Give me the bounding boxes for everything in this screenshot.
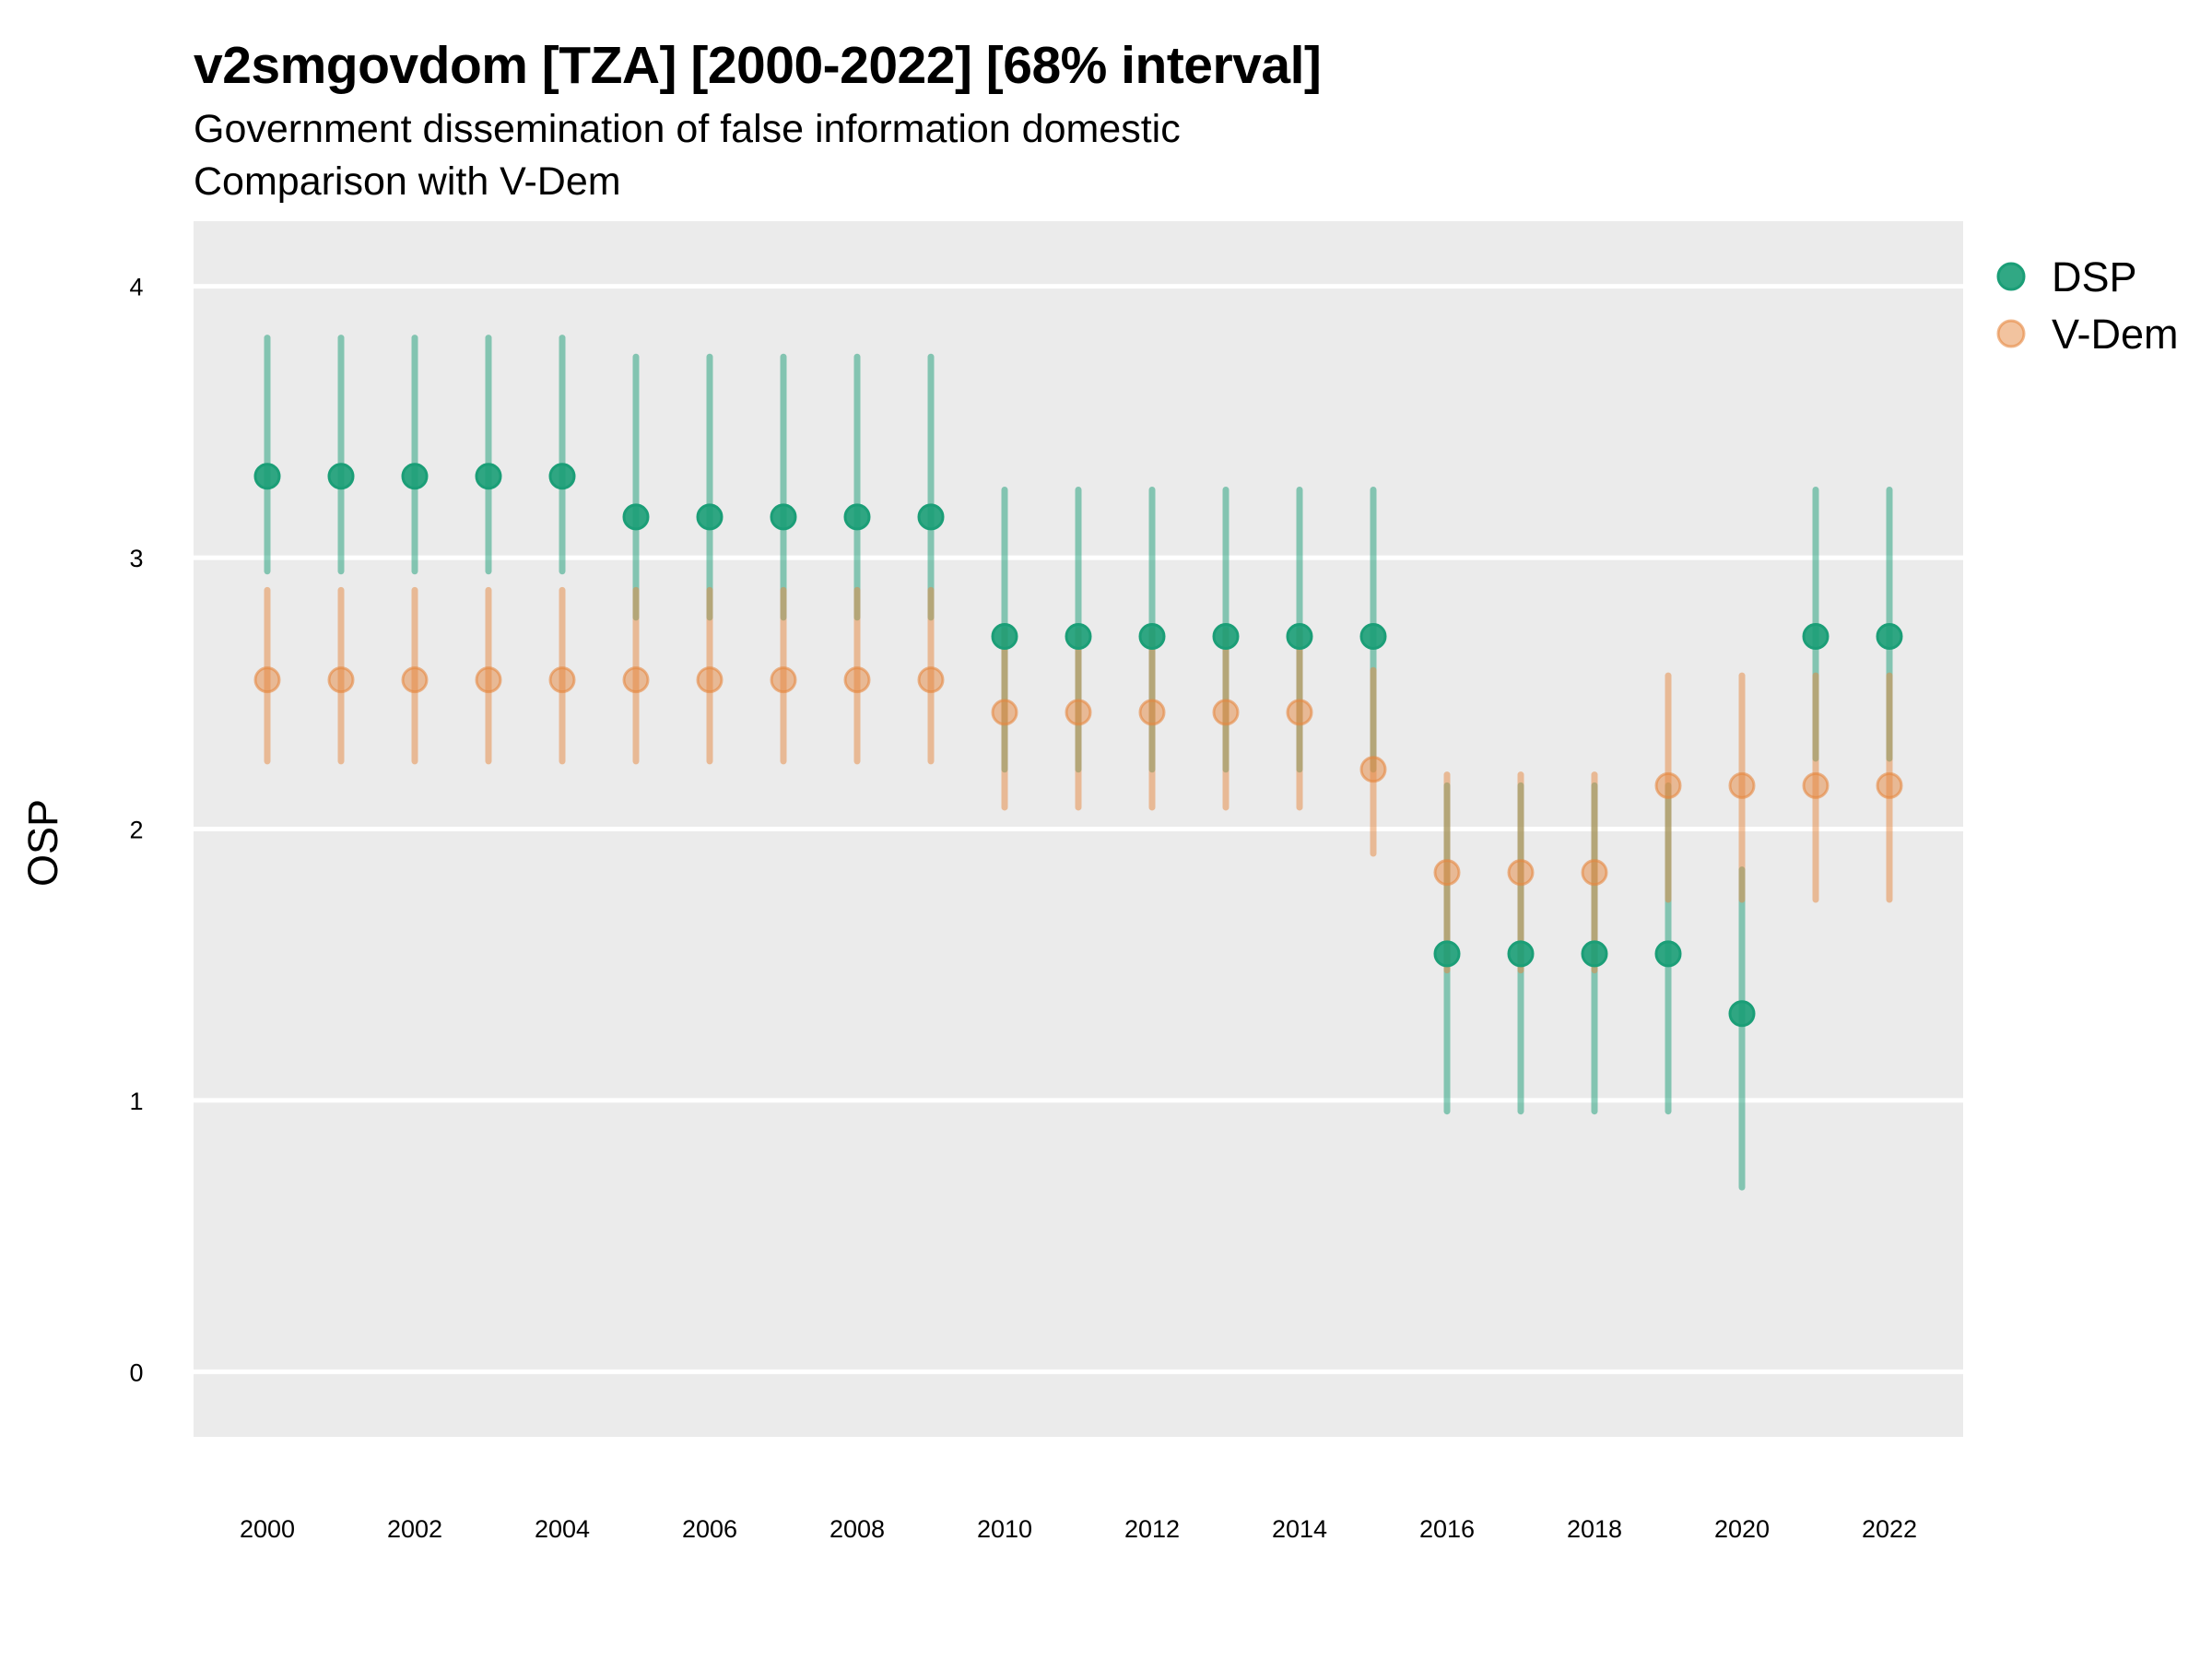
vdem-point-2019	[1654, 771, 1682, 799]
x-tick-label: 2002	[387, 1515, 442, 1543]
dsp-point-2011	[1065, 622, 1092, 650]
vdem-point-2015	[1359, 756, 1387, 783]
dsp-point-2004	[548, 463, 576, 490]
vdem-point-2008	[843, 666, 871, 694]
dsp-point-2002	[401, 463, 429, 490]
x-tick-label: 2014	[1272, 1515, 1327, 1543]
vdem-point-2004	[548, 666, 576, 694]
dsp-point-2008	[843, 503, 871, 531]
vdem-point-2022	[1876, 771, 1903, 799]
x-tick-label: 2018	[1567, 1515, 1622, 1543]
x-tick-label: 2012	[1124, 1515, 1180, 1543]
y-axis-title: OSP	[19, 799, 66, 887]
vdem-point-2017	[1507, 859, 1535, 887]
vdem-point-2012	[1138, 699, 1166, 726]
dsp-point-2003	[475, 463, 502, 490]
dsp-point-2000	[253, 463, 281, 490]
vdem-point-2000	[253, 666, 281, 694]
chart-subtitle-comparison: Comparison with V-Dem	[194, 159, 621, 204]
vdem-point-2005	[622, 666, 650, 694]
chart-subtitle: Government dissemination of false inform…	[194, 107, 1181, 151]
x-tick-label: 2004	[535, 1515, 590, 1543]
vdem-point-2011	[1065, 699, 1092, 726]
dsp-point-2017	[1507, 940, 1535, 968]
y-tick-label: 4	[129, 274, 143, 301]
vdem-point-2018	[1581, 859, 1608, 887]
dsp-point-2015	[1359, 622, 1387, 650]
dsp-point-2020	[1728, 1000, 1756, 1028]
legend: DSP V-Dem	[1996, 253, 2179, 358]
y-tick-label: 2	[129, 817, 143, 844]
dsp-point-2018	[1581, 940, 1608, 968]
x-tick-label: 2010	[977, 1515, 1032, 1543]
x-tick-label: 2000	[240, 1515, 295, 1543]
legend-label-dsp: DSP	[2052, 253, 2137, 300]
dsp-point-2014	[1286, 622, 1313, 650]
vdem-points	[253, 666, 1903, 887]
dsp-point-2007	[770, 503, 797, 531]
dsp-point-2012	[1138, 622, 1166, 650]
vdem-point-2016	[1433, 859, 1461, 887]
y-tick-label: 1	[129, 1088, 143, 1115]
vdem-point-2010	[991, 699, 1018, 726]
dsp-point-2001	[327, 463, 355, 490]
vdem-point-2021	[1802, 771, 1830, 799]
vdem-point-2020	[1728, 771, 1756, 799]
dsp-point-2021	[1802, 622, 1830, 650]
dsp-point-2005	[622, 503, 650, 531]
dsp-point-2016	[1433, 940, 1461, 968]
x-tick-label: 2006	[682, 1515, 737, 1543]
x-tick-label: 2008	[830, 1515, 885, 1543]
chart-title: v2smgovdom [TZA] [2000-2022] [68% interv…	[194, 36, 1322, 95]
vdem-point-2002	[401, 666, 429, 694]
dsp-point-2006	[696, 503, 724, 531]
x-tick-label: 2016	[1419, 1515, 1475, 1543]
dsp-point-2013	[1212, 622, 1240, 650]
vdem-point-2007	[770, 666, 797, 694]
dsp-point-2019	[1654, 940, 1682, 968]
legend-key-vdem	[1996, 319, 2026, 348]
vdem-point-2009	[917, 666, 945, 694]
x-tick-label: 2022	[1862, 1515, 1917, 1543]
vdem-point-2013	[1212, 699, 1240, 726]
vdem-point-2003	[475, 666, 502, 694]
y-axis-ticks: 0 1 2 3 4	[129, 274, 143, 1387]
dsp-point-2009	[917, 503, 945, 531]
y-tick-label: 3	[129, 545, 143, 572]
x-tick-label: 2020	[1714, 1515, 1770, 1543]
vdem-point-2006	[696, 666, 724, 694]
legend-key-dsp	[1996, 262, 2026, 291]
dsp-point-2010	[991, 622, 1018, 650]
dsp-points	[253, 463, 1903, 1028]
vdem-point-2001	[327, 666, 355, 694]
vdem-point-2014	[1286, 699, 1313, 726]
x-axis-ticks: 2000 2002 2004 2006 2008 2010 2012 2014 2016 2018…	[240, 1515, 1917, 1543]
y-tick-label: 0	[129, 1359, 143, 1386]
dsp-point-2022	[1876, 622, 1903, 650]
legend-label-vdem: V-Dem	[2052, 311, 2179, 358]
